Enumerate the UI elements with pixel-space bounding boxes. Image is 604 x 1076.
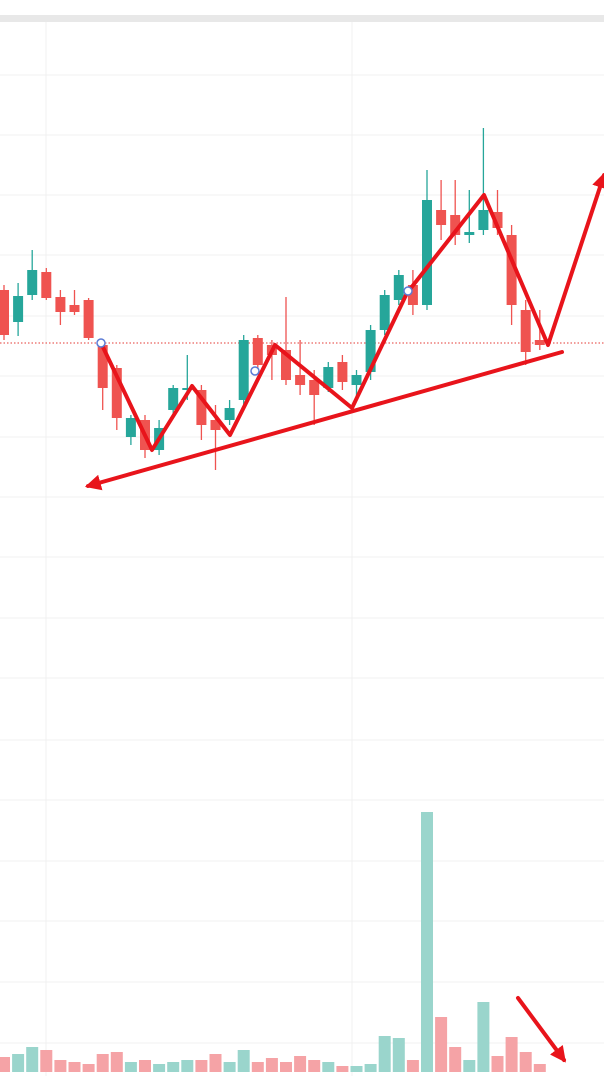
candle-body bbox=[224, 408, 235, 420]
candle-body bbox=[281, 350, 291, 380]
trend-line-drawing bbox=[84, 350, 564, 491]
volume-bar bbox=[491, 1056, 504, 1072]
candle-body bbox=[69, 305, 80, 312]
volume-bar bbox=[378, 1036, 391, 1072]
candle-body bbox=[196, 390, 207, 425]
candle-body bbox=[520, 310, 531, 352]
candle-body bbox=[125, 418, 136, 437]
candle-body bbox=[478, 210, 489, 230]
volume-arrow-drawing bbox=[516, 996, 566, 1063]
anchor-point bbox=[250, 366, 260, 376]
candle-body bbox=[83, 300, 94, 338]
candle-body bbox=[41, 272, 52, 298]
volume-bar bbox=[406, 1060, 419, 1072]
candle-body bbox=[13, 296, 24, 322]
volume-bar bbox=[392, 1038, 405, 1072]
volume-bar bbox=[265, 1058, 278, 1072]
volume-bar bbox=[435, 1017, 448, 1072]
volume-bar bbox=[505, 1037, 518, 1072]
candle-body bbox=[422, 200, 432, 305]
candle-body bbox=[0, 290, 9, 335]
candle-body bbox=[534, 340, 545, 345]
candle-body bbox=[492, 212, 503, 228]
candle-body bbox=[252, 338, 263, 365]
volume-bar bbox=[463, 1060, 476, 1072]
candle-body bbox=[365, 330, 376, 372]
volume-bar bbox=[0, 1057, 10, 1072]
volume-bar bbox=[181, 1060, 194, 1072]
candle-body bbox=[351, 375, 362, 385]
volume-bar bbox=[350, 1066, 363, 1072]
candle-body bbox=[210, 420, 221, 430]
volume-bar bbox=[40, 1050, 53, 1072]
volume-bar bbox=[223, 1062, 236, 1072]
volume-bar bbox=[308, 1060, 321, 1072]
volume-bar bbox=[153, 1064, 166, 1072]
candle-body bbox=[97, 345, 108, 388]
candle-body bbox=[393, 275, 404, 300]
candle-body bbox=[238, 340, 249, 400]
candle-body bbox=[464, 232, 475, 235]
volume-bar bbox=[26, 1047, 39, 1072]
anchor-point bbox=[96, 338, 106, 348]
candle-body bbox=[450, 215, 461, 235]
volume-bar bbox=[195, 1060, 208, 1072]
drawings bbox=[84, 171, 604, 1063]
volume-bar bbox=[12, 1054, 25, 1072]
volume-bar bbox=[449, 1047, 462, 1072]
volume-bar bbox=[519, 1052, 532, 1072]
candle-body bbox=[111, 368, 122, 418]
volume-bar bbox=[209, 1054, 222, 1072]
volume-bar bbox=[533, 1064, 546, 1072]
volume-bar bbox=[124, 1062, 137, 1072]
volume-bar bbox=[237, 1050, 250, 1072]
volume-bar bbox=[336, 1066, 349, 1072]
candle-body bbox=[379, 295, 390, 330]
anchor-point bbox=[403, 286, 413, 296]
volume-bar bbox=[251, 1062, 264, 1072]
volume-bar bbox=[280, 1062, 292, 1072]
volume-bar bbox=[477, 1002, 490, 1072]
volume-bar bbox=[96, 1054, 109, 1072]
volume-bar bbox=[54, 1060, 67, 1072]
volume-bar bbox=[364, 1064, 377, 1072]
candle-body bbox=[309, 380, 320, 395]
volume-bar bbox=[294, 1056, 307, 1072]
top-toolbar-edge bbox=[0, 15, 604, 22]
candle-body bbox=[506, 235, 517, 305]
candle-body bbox=[168, 388, 179, 410]
volume-bar bbox=[110, 1052, 123, 1072]
candle-body bbox=[55, 297, 66, 312]
candle-body bbox=[407, 285, 418, 305]
candle-body bbox=[323, 367, 334, 388]
volume-bar bbox=[139, 1060, 151, 1072]
candle-body bbox=[436, 210, 447, 225]
candle-body bbox=[337, 362, 348, 382]
candle-body bbox=[27, 270, 38, 295]
volume-bar bbox=[82, 1064, 95, 1072]
candle-body bbox=[295, 375, 306, 385]
zigzag-drawing bbox=[99, 171, 604, 452]
volume-bar bbox=[167, 1062, 180, 1072]
volume-bar bbox=[68, 1062, 81, 1072]
volume-bar bbox=[322, 1062, 335, 1072]
candle-body bbox=[182, 388, 193, 390]
volume-bar bbox=[421, 812, 433, 1072]
